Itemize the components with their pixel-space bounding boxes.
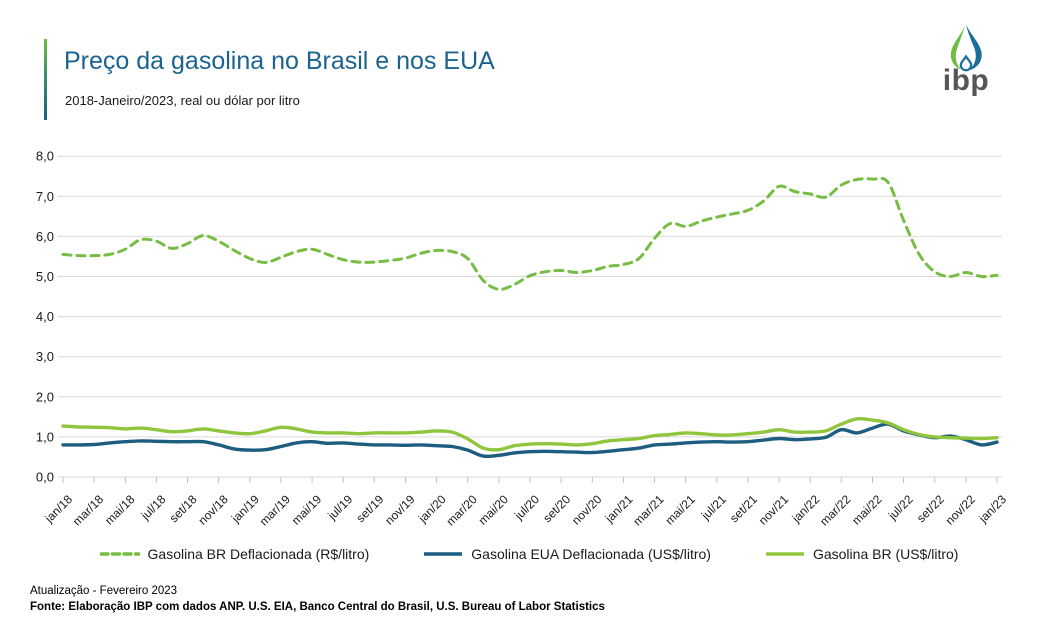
x-tick-label: jul/19 — [324, 492, 355, 523]
y-tick-label: 6,0 — [36, 229, 54, 244]
ibp-logo-text: ibp — [942, 64, 990, 97]
x-tick-label: jul/22 — [885, 492, 916, 523]
legend-swatch-dashed-icon — [99, 552, 140, 556]
legend-item-0: Gasolina BR Deflacionada (R$/litro) — [99, 546, 370, 562]
legend-swatch-solid-icon — [765, 552, 804, 556]
x-tick-label: set/21 — [727, 492, 760, 525]
x-tick-label: mai/18 — [102, 492, 138, 528]
legend-label: Gasolina BR (US$/litro) — [812, 546, 959, 562]
ibp-drop-icon — [950, 23, 982, 72]
x-tick-label: mai/21 — [662, 492, 698, 528]
x-tick-label: jan/21 — [602, 492, 636, 526]
footer: Atualização - Fevereiro 2023 Fonte: Elab… — [30, 583, 605, 615]
legend-swatch-solid-icon — [424, 552, 463, 556]
x-tick-label: jul/21 — [698, 492, 729, 523]
x-tick-label: set/18 — [167, 492, 200, 525]
chart-legend: Gasolina BR Deflacionada (R$/litro) Gasol… — [0, 546, 1058, 562]
x-tick-label: nov/18 — [195, 492, 231, 528]
legend-item-2: Gasolina BR (US$/litro) — [765, 546, 959, 562]
gridlines — [58, 155, 1002, 478]
update-note: Atualização - Fevereiro 2023 — [30, 585, 178, 597]
source-note: Fonte: Elaboração IBP com dados ANP. U.S… — [30, 601, 605, 614]
x-tick-label: mar/22 — [817, 492, 854, 529]
x-tick-label: mai/22 — [849, 492, 885, 528]
legend-item-1: Gasolina EUA Deflacionada (US$/litro) — [423, 546, 711, 562]
x-tick-label: jan/19 — [228, 492, 262, 526]
series-line-1 — [61, 422, 999, 459]
x-tick-label: jan/23 — [975, 492, 1009, 526]
x-tick-label: jul/20 — [511, 492, 542, 523]
page-subtitle: 2018-Janeiro/2023, real ou dólar por lit… — [65, 93, 300, 108]
y-tick-label: 7,0 — [36, 189, 54, 204]
x-tick-label: nov/20 — [569, 492, 605, 528]
y-axis-labels: 0,0 1,0 2,0 3,0 4,0 5,0 6,0 7,0 8,0 — [36, 149, 54, 485]
x-tick-label: mar/20 — [444, 492, 481, 529]
x-tick-label: jan/20 — [415, 492, 449, 526]
x-tick-label: mar/18 — [70, 492, 107, 529]
x-tick-label: nov/22 — [943, 492, 979, 528]
x-tick-label: jan/22 — [789, 492, 823, 526]
x-tick-label: set/20 — [540, 492, 573, 525]
line-chart: 0,01,02,03,04,05,06,07,08,0jan/18mar/18m… — [36, 149, 1009, 529]
x-tick-label: nov/21 — [756, 492, 792, 528]
y-tick-label: 3,0 — [36, 349, 54, 364]
y-tick-label: 5,0 — [36, 269, 54, 284]
x-tick-label: nov/19 — [382, 492, 418, 528]
y-tick-label: 1,0 — [36, 429, 54, 444]
x-tick-label: jul/18 — [138, 492, 169, 523]
x-tick-label: jan/18 — [41, 492, 75, 526]
x-tick-label: set/22 — [914, 492, 947, 525]
page-title: Preço da gasolina no Brasil e nos EUA — [64, 47, 495, 75]
title-accent-bar — [44, 39, 47, 120]
series-line-0 — [61, 176, 999, 291]
ibp-logo: ibp — [928, 22, 1004, 96]
legend-label: Gasolina BR Deflacionada (R$/litro) — [147, 546, 370, 562]
series-line-2 — [61, 416, 999, 452]
x-tick-label: mai/20 — [476, 492, 512, 528]
x-tick-label: mar/21 — [630, 492, 667, 529]
legend-label: Gasolina EUA Deflacionada (US$/litro) — [471, 546, 711, 562]
y-tick-label: 2,0 — [36, 389, 54, 404]
y-tick-label: 0,0 — [36, 470, 54, 485]
x-tick-label: mar/19 — [257, 492, 294, 529]
y-tick-label: 4,0 — [36, 309, 54, 324]
y-tick-label: 8,0 — [36, 149, 54, 164]
x-tick-label: set/19 — [353, 492, 386, 525]
x-tick-label: mai/19 — [289, 492, 325, 528]
